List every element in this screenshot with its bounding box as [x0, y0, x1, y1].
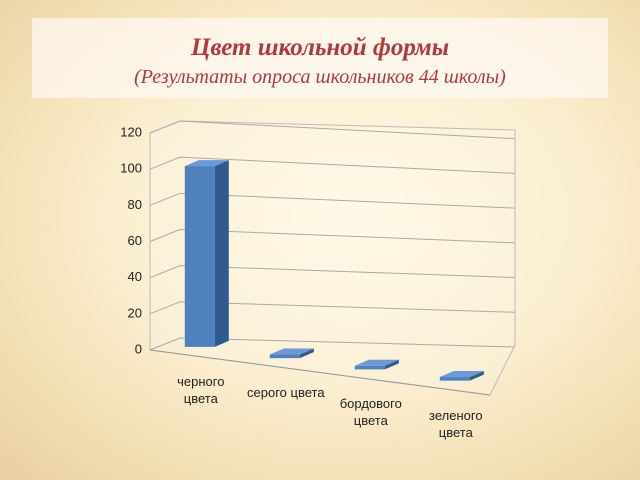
bar-top [184, 160, 229, 167]
grid-line [149, 192, 516, 209]
bar [184, 166, 215, 347]
grid-line [149, 156, 516, 174]
x-tick-label: бордового цвета [339, 396, 402, 429]
y-tick-label: 0 [135, 341, 142, 356]
y-tick-label: 80 [128, 197, 142, 212]
floor-edge [149, 349, 491, 396]
title-box: Цвет школьной формы (Результаты опроса ш… [32, 18, 608, 98]
grid-line [149, 337, 516, 351]
chart-title: Цвет школьной формы [190, 34, 450, 61]
bar-top [439, 371, 484, 378]
bar-side [214, 160, 229, 347]
y-tick-label: 120 [120, 124, 142, 139]
x-tick-label: серого цвета [247, 385, 325, 401]
bar-side [299, 348, 314, 359]
y-tick-label: 20 [128, 305, 142, 320]
y-tick-label: 100 [120, 161, 142, 176]
x-tick-label: черного цвета [177, 373, 225, 406]
bar-top [354, 359, 399, 366]
bar-side [384, 359, 399, 370]
bar-top [269, 348, 314, 355]
y-tick-label: 60 [128, 233, 142, 248]
y-tick-label: 40 [128, 269, 142, 284]
bar [269, 354, 300, 359]
grid-line [149, 301, 516, 315]
bar [439, 377, 470, 381]
grid-line [149, 265, 516, 279]
grid-line [149, 120, 516, 140]
grid-line [149, 228, 516, 244]
chart-subtitle: (Результаты опроса школьников 44 школы) [134, 66, 506, 88]
x-tick-label: зеленого цвета [429, 407, 483, 440]
bar-side [469, 371, 484, 381]
bar [354, 365, 385, 370]
